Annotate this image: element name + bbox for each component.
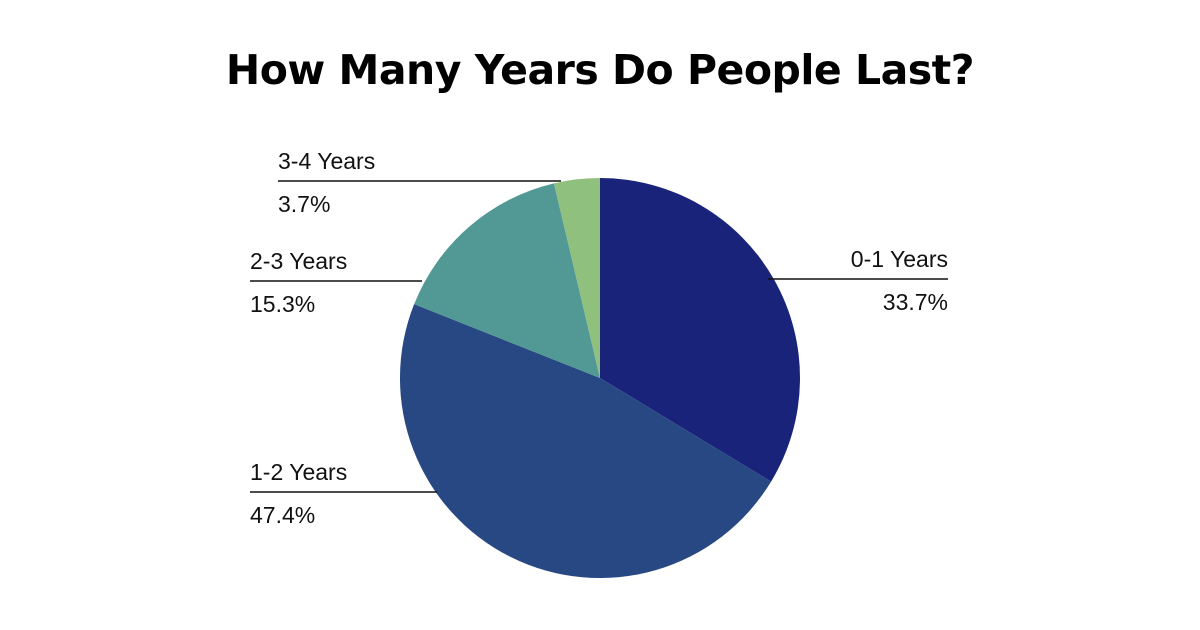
- slice-label-1-2-years: 1-2 Years: [250, 459, 347, 485]
- pie-slice-3-4-years: [553, 178, 600, 378]
- slice-label-3-4-years: 3-4 Years: [278, 148, 375, 174]
- pie-slice-0-1-years: [600, 178, 801, 482]
- slice-value-3-4-years: 3.7%: [278, 191, 330, 217]
- slice-value-0-1-years: 33.7%: [883, 289, 948, 315]
- pie-slice-2-3-years: [414, 183, 600, 378]
- slice-label-0-1-years: 0-1 Years: [851, 246, 948, 272]
- chart-title: How Many Years Do People Last?: [225, 46, 975, 94]
- slice-value-2-3-years: 15.3%: [250, 291, 315, 317]
- slice-value-1-2-years: 47.4%: [250, 502, 315, 528]
- pie-slice-1-2-years: [399, 304, 772, 579]
- slice-label-2-3-years: 2-3 Years: [250, 248, 347, 274]
